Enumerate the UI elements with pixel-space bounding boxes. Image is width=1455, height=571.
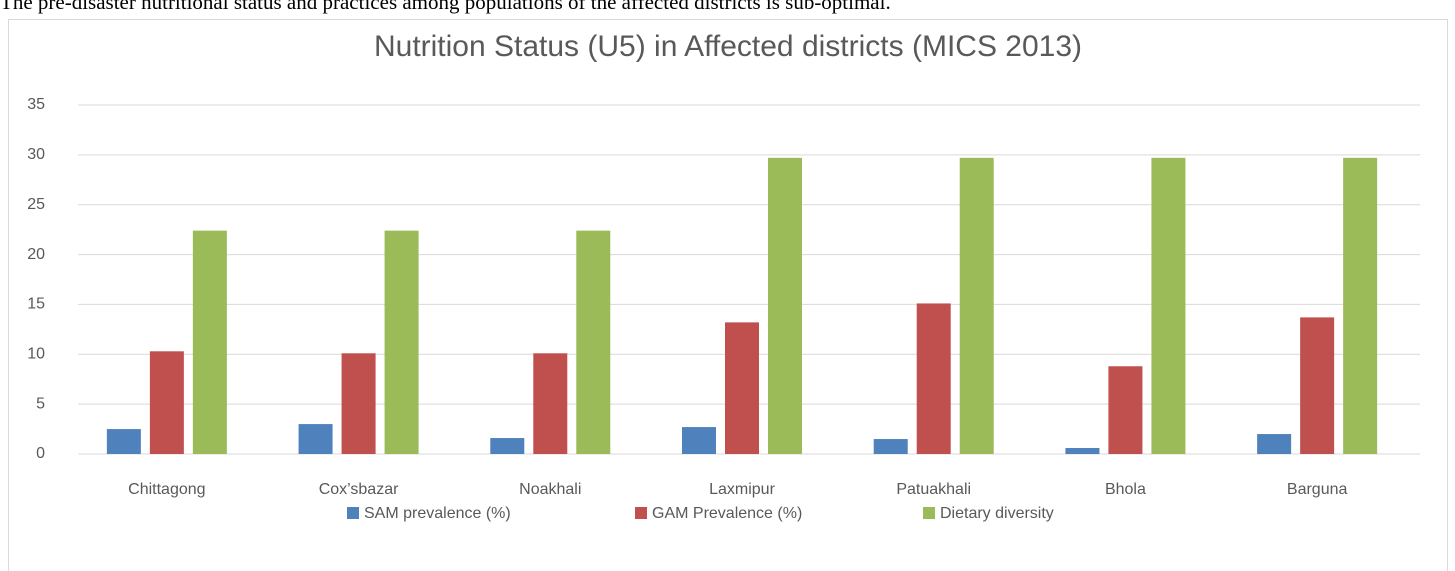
- bar: [1343, 157, 1378, 454]
- y-tick-label: 15: [27, 296, 45, 313]
- bar: [106, 429, 141, 454]
- bar: [1151, 157, 1186, 454]
- bar: [725, 322, 759, 454]
- legend-swatch: [347, 507, 359, 519]
- legend-label: GAM Prevalence (%): [652, 505, 802, 522]
- bar: [768, 157, 802, 454]
- x-tick-label: Noakhali: [519, 481, 581, 498]
- x-tick-label: Barguna: [1287, 481, 1348, 498]
- x-tick-label: Patuakhali: [896, 481, 971, 498]
- bar: [576, 230, 611, 454]
- chart-frame: [8, 19, 1448, 571]
- bar: [533, 353, 568, 454]
- bar: [959, 157, 994, 454]
- bar: [298, 424, 333, 454]
- y-tick-label: 0: [36, 445, 45, 462]
- legend-label: SAM prevalence (%): [364, 505, 511, 522]
- bar: [1108, 366, 1143, 454]
- bar: [341, 353, 376, 454]
- legend-label: Dietary diversity: [940, 505, 1054, 522]
- x-tick-label: Chittagong: [128, 481, 205, 498]
- legend-swatch: [635, 507, 647, 519]
- bar: [682, 427, 716, 454]
- bar: [873, 439, 908, 454]
- bar: [192, 230, 227, 454]
- bar: [1300, 317, 1335, 454]
- legend-swatch: [923, 507, 935, 519]
- bar: [1257, 434, 1292, 454]
- bar: [1065, 448, 1100, 454]
- chart-title: Nutrition Status (U5) in Affected distri…: [374, 30, 1082, 63]
- bar: [490, 438, 525, 454]
- x-tick-label: Bhola: [1105, 481, 1146, 498]
- bar: [149, 351, 184, 454]
- x-tick-label: Cox’sbazar: [319, 481, 399, 498]
- x-tick-label: Laxmipur: [709, 481, 775, 498]
- y-tick-label: 5: [36, 395, 45, 412]
- bar: [916, 303, 951, 454]
- y-tick-label: 30: [27, 146, 45, 163]
- bar: [384, 230, 419, 454]
- y-tick-label: 10: [27, 346, 45, 363]
- page-text: The pre-disaster nutritional status and …: [0, 0, 891, 14]
- y-tick-label: 25: [27, 196, 45, 213]
- y-tick-label: 35: [27, 96, 45, 113]
- y-tick-label: 20: [27, 246, 45, 263]
